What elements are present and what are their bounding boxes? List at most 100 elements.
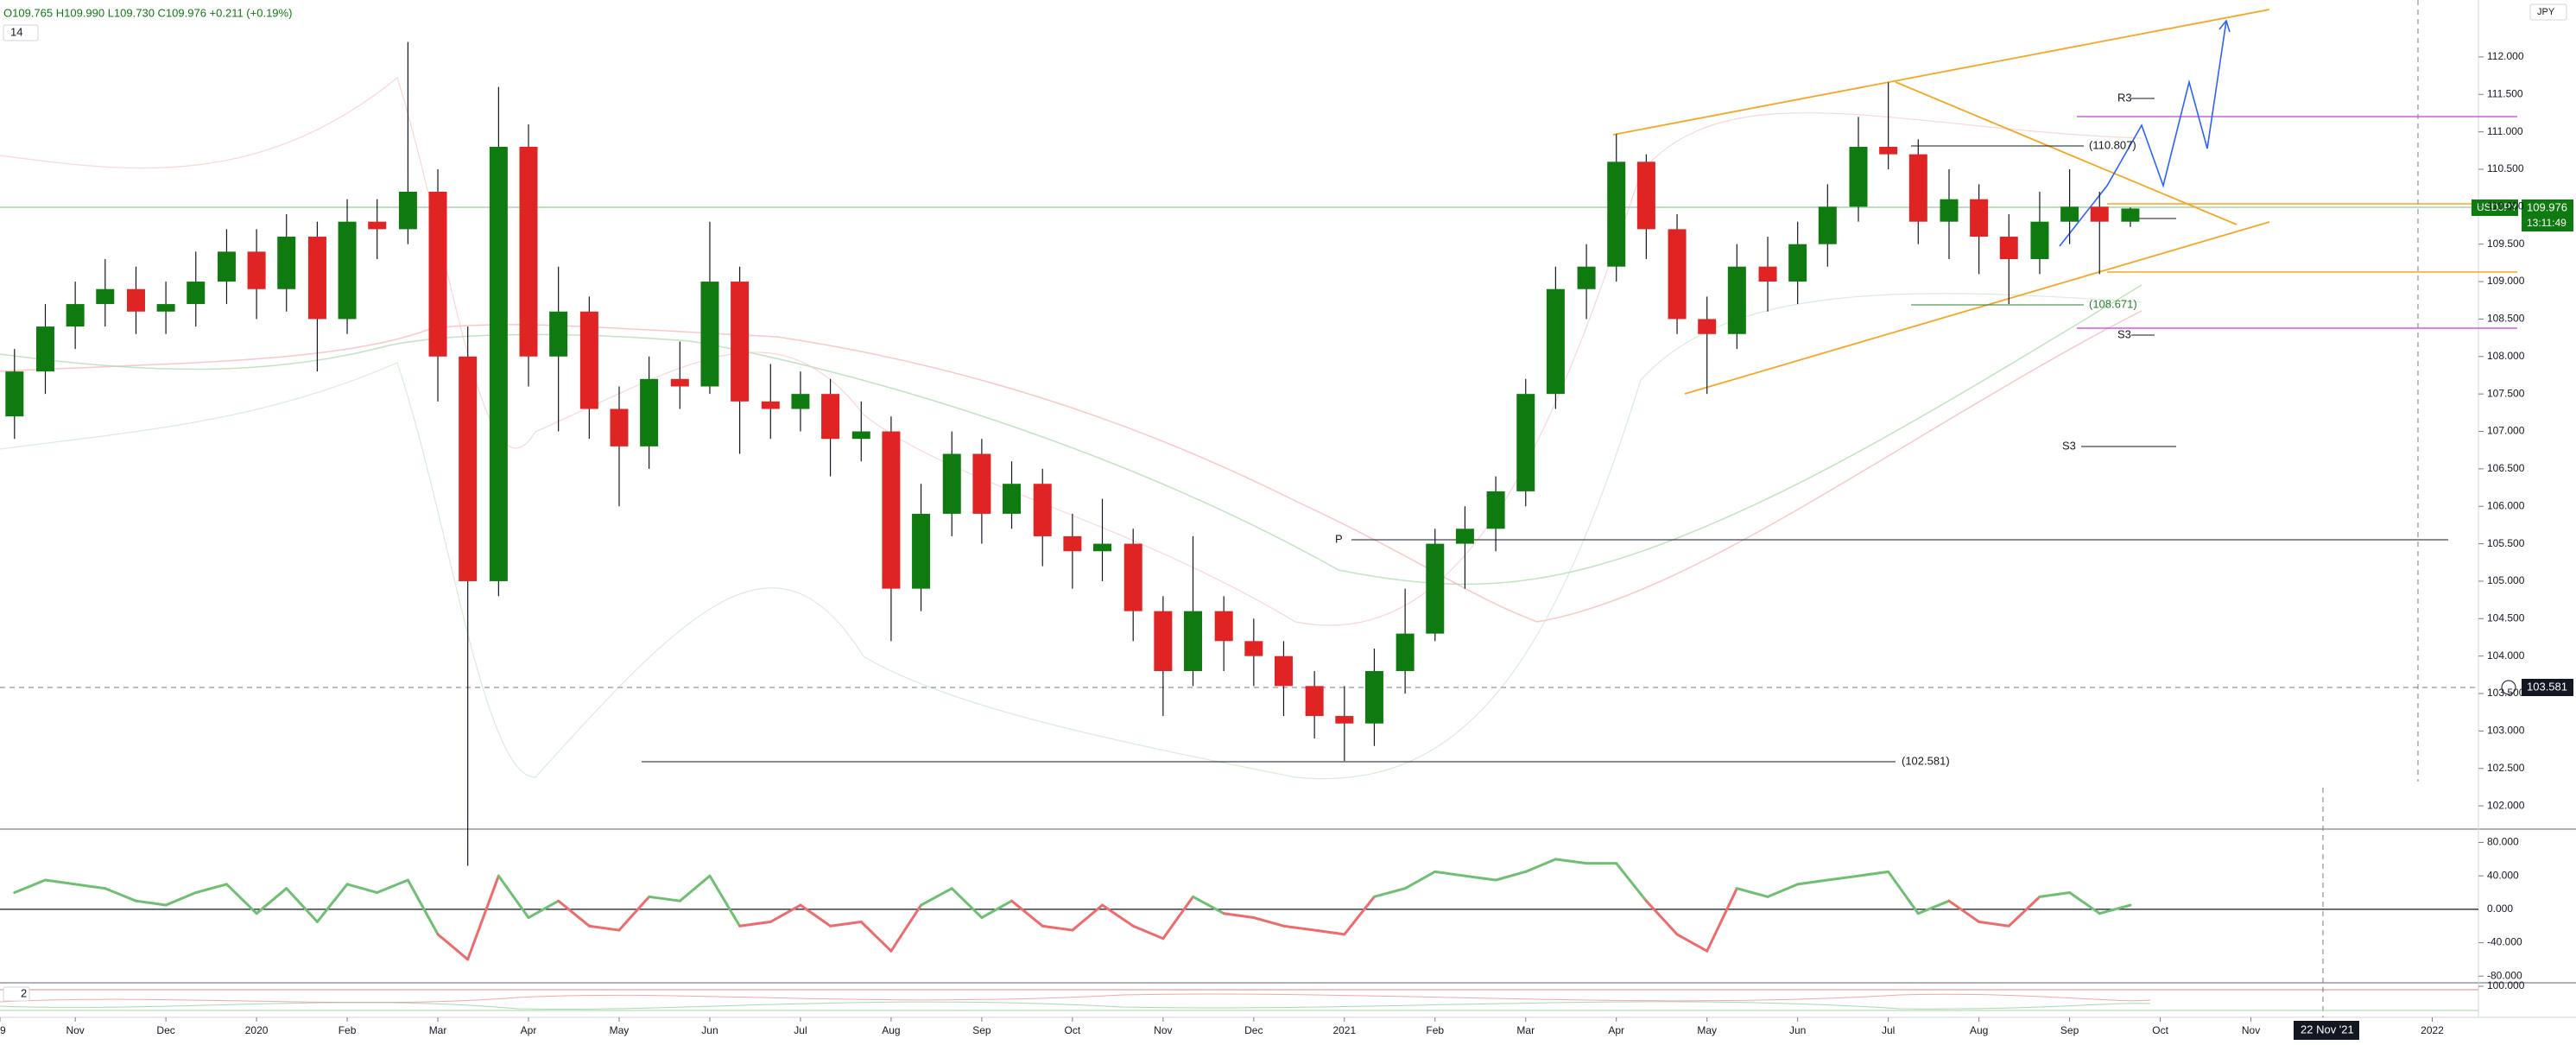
oscillator-segment [889, 903, 923, 953]
y-tick-label: 107.000 [2487, 425, 2525, 437]
oscillator-segment [1071, 903, 1104, 932]
annotation: S3 [2117, 327, 2131, 340]
y-tick-label: 112.000 [2487, 50, 2524, 62]
oscillator-segment [769, 903, 802, 923]
y-tick-label: 105.500 [2487, 537, 2525, 549]
lower-pane-badge[interactable] [3, 986, 30, 1002]
x-tick-label: Sep [2060, 1024, 2079, 1036]
candle-body [126, 288, 145, 312]
candle-body [2121, 208, 2140, 222]
indicator-badge[interactable] [3, 24, 39, 41]
candle-body [1214, 611, 1233, 642]
candle-body [459, 356, 478, 581]
y-tick-label: 110.500 [2487, 162, 2524, 174]
oscillator-segment [1191, 895, 1225, 915]
candle-body [700, 282, 719, 387]
candle-body [1546, 288, 1565, 395]
candle-body [2060, 206, 2079, 222]
y-tick-label: 111.500 [2487, 87, 2523, 99]
candle-body [579, 311, 598, 409]
candle-body [1364, 671, 1383, 724]
oscillator-segment [1403, 870, 1437, 890]
moving-average [0, 284, 2142, 586]
oscillator-segment [2038, 891, 2072, 898]
x-tick-label: Jul [1882, 1024, 1895, 1036]
candle-body [942, 453, 961, 514]
oscillator-segment [134, 899, 168, 907]
crosshair-date-badge [2294, 1021, 2359, 1040]
oscillator-segment [1222, 912, 1256, 920]
candle-body [1849, 146, 1868, 207]
x-tick-label: Sep [972, 1024, 991, 1036]
moving-average [0, 310, 2142, 623]
y-tick-label: 40.000 [2487, 869, 2519, 881]
oscillator-segment [708, 874, 742, 928]
y-tick-label: 106.000 [2487, 499, 2525, 511]
oscillator-segment [617, 895, 651, 932]
y-tick-label: 111.000 [2487, 125, 2523, 137]
candle-body [1577, 266, 1596, 289]
oscillator-segment [1161, 895, 1194, 940]
candle-body [912, 513, 931, 589]
oscillator-segment [1978, 920, 2010, 928]
oscillator-segment [1675, 933, 1709, 953]
y-tick-label: 106.500 [2487, 462, 2525, 474]
x-tick-label: 2021 [1332, 1024, 1356, 1036]
candle-body [2090, 206, 2109, 222]
oscillator-segment [587, 924, 621, 932]
x-tick-label: Jul [794, 1024, 807, 1036]
oscillator-segment [315, 883, 349, 923]
crosshair-add[interactable] [2501, 680, 2516, 695]
symbol-badge [2472, 200, 2518, 216]
candle-body [1003, 484, 1022, 514]
x-tick-label: Nov [66, 1024, 84, 1036]
lower-pane-series [0, 1001, 2151, 1010]
x-tick-label: Apr [1608, 1024, 1624, 1036]
candle-body [882, 431, 901, 589]
oscillator-segment [1463, 874, 1497, 882]
candle-body [1727, 266, 1746, 334]
x-tick-label: 2022 [2421, 1024, 2444, 1036]
oscillator-segment [1101, 903, 1135, 928]
candle-body [368, 221, 387, 230]
oscillator-segment [1494, 870, 1528, 882]
candle-body [247, 251, 266, 289]
candle-body [1908, 154, 1927, 222]
candle-body [489, 146, 508, 581]
oscillator-segment [1524, 858, 1557, 873]
candle-body [338, 221, 357, 320]
candle-body [670, 378, 689, 387]
oscillator-segment [1916, 899, 1951, 915]
x-tick-label: Feb [1426, 1024, 1444, 1036]
y-tick-label: 110.000 [2487, 200, 2524, 212]
candle-body [1607, 162, 1626, 267]
y-tick-label: 103.500 [2487, 687, 2525, 699]
x-tick-label: 2020 [245, 1024, 269, 1036]
y-tick-label: 0.000 [2487, 902, 2513, 915]
candle-body [1063, 535, 1082, 552]
channel-line [1612, 9, 2270, 136]
oscillator-segment [466, 874, 500, 961]
candle-body [1758, 266, 1777, 282]
y-tick-label: 102.000 [2487, 799, 2525, 811]
y-tick-label: 102.500 [2487, 762, 2525, 774]
crosshair-price-badge [2522, 679, 2573, 696]
y-tick-label: 109.000 [2487, 275, 2525, 287]
y-tick-label: 108.500 [2487, 313, 2525, 325]
oscillator-segment [829, 920, 863, 928]
oscillator-segment [104, 887, 137, 902]
x-tick-label: Mar [1516, 1024, 1535, 1036]
oscillator-segment [13, 878, 47, 895]
oscillator-segment [1887, 870, 1920, 915]
candle-body [1636, 162, 1655, 230]
currency-button[interactable] [2529, 3, 2567, 21]
x-tick-label: 9 [0, 1024, 6, 1036]
oscillator-segment [678, 874, 712, 902]
candle-body [1244, 641, 1263, 656]
lower-pane-series [0, 993, 2151, 1004]
y-tick-label: 104.500 [2487, 611, 2525, 624]
x-tick-label: May [610, 1024, 630, 1036]
oscillator-segment [376, 878, 409, 895]
oscillator-segment [1706, 887, 1738, 953]
candle-body [156, 304, 175, 312]
